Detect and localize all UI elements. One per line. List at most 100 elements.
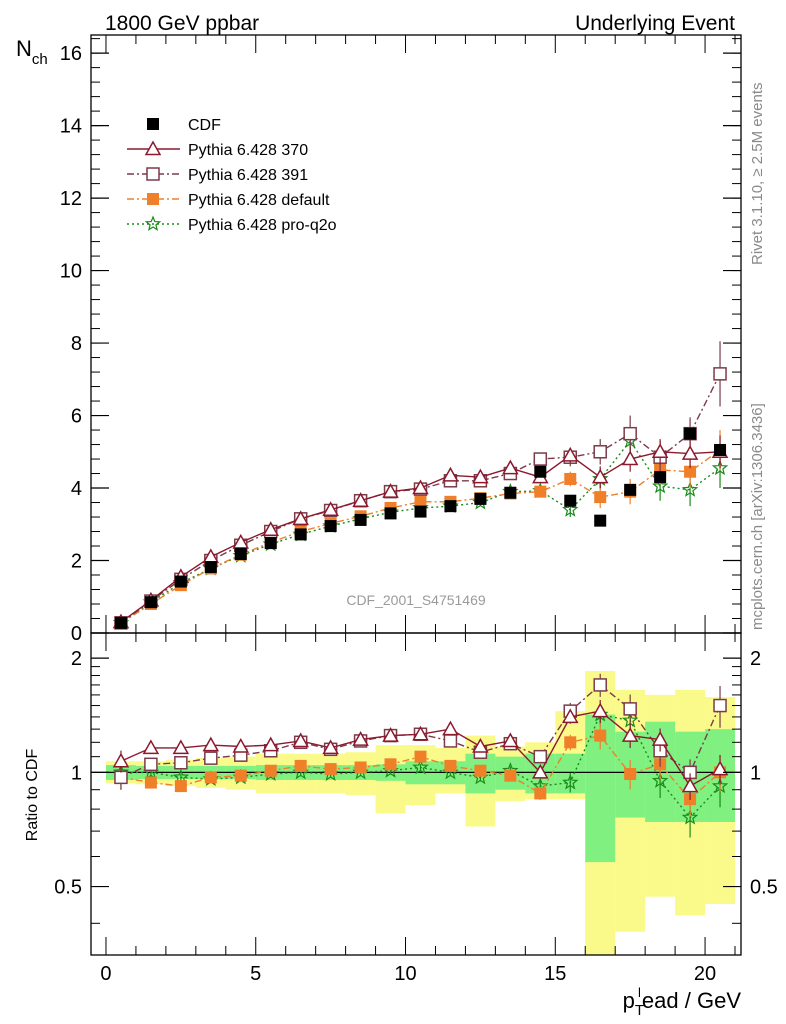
data-point — [442, 466, 459, 482]
ratio-data-point — [651, 731, 669, 746]
y-tick-label: 4 — [71, 478, 82, 500]
legend-marker — [146, 167, 160, 181]
data-point — [562, 501, 579, 517]
ratio-data-point — [623, 702, 637, 716]
data-point — [262, 521, 280, 536]
data-point — [384, 507, 397, 520]
y-tick-label: 0 — [71, 623, 82, 645]
ratio-data-point — [264, 764, 277, 777]
y-tick-label: 16 — [60, 43, 82, 65]
legend-entry-pythia-6-428-pro-q2o: Pythia 6.428 pro-q2o — [127, 215, 337, 234]
legend: CDF Pythia 6.428 370 Pythia 6.428 391 Pythi… — [127, 117, 337, 234]
data-point — [714, 443, 727, 456]
ratio-data-point — [713, 698, 727, 713]
main-panel: CDF_2001_S4751469 Nch 0 2 4 6 8 10 12 14 16 CDF P… — [16, 34, 742, 645]
data-point — [594, 491, 607, 504]
data-point — [593, 445, 607, 459]
x-axis-label-sup: l — [638, 985, 641, 1000]
data-point — [504, 486, 517, 499]
ratio-data-point — [681, 777, 699, 793]
data-point — [534, 485, 547, 498]
y-tick-label: 8 — [71, 333, 82, 355]
x-tick-label: 15 — [544, 963, 566, 985]
rivet-label: Rivet 3.1.10, ≥ 2.5M events — [749, 83, 766, 266]
ratio-data-point — [444, 759, 457, 772]
data-point — [292, 510, 309, 526]
legend-entry-cdf: CDF — [147, 117, 221, 134]
data-point — [472, 468, 489, 484]
ratio-data-point — [502, 732, 519, 748]
series-cdf — [114, 427, 727, 629]
data-point — [624, 483, 637, 496]
process-title: Underlying Event — [575, 12, 735, 35]
data-point — [174, 575, 187, 588]
y-tick-label: 10 — [60, 261, 82, 283]
ratio-data-point — [624, 768, 637, 781]
x-tick-label: 10 — [394, 963, 416, 985]
x-axis-label-sub: T — [635, 1002, 644, 1019]
main-series — [112, 341, 729, 630]
ratio-data-point — [174, 756, 188, 770]
ratio-series-pythia-6-428-370 — [112, 700, 729, 800]
ratio-data-point — [204, 771, 217, 784]
data-point — [533, 452, 548, 466]
ratio-data-point — [352, 731, 369, 746]
main-ticks: 0 2 4 6 8 10 12 14 16 — [60, 35, 741, 645]
data-point — [352, 492, 369, 507]
ratio-data-point — [593, 678, 607, 692]
legend-label: CDF — [188, 117, 221, 134]
main-y-axis-label-sub: ch — [32, 51, 48, 68]
ratio-y-tick-label: 2 — [71, 648, 82, 670]
ratio-ticks: 0.5 0.51 12 20 5 10 15 20 — [54, 633, 778, 985]
ratio-data-point — [414, 750, 427, 763]
data-point — [564, 494, 577, 507]
ratio-data-point — [142, 739, 160, 755]
y-tick-label: 6 — [71, 406, 82, 428]
data-point — [713, 367, 727, 381]
data-point — [651, 477, 669, 494]
ratio-data-point — [504, 769, 517, 782]
ratio-data-point — [202, 736, 220, 752]
ratio-data-point — [681, 808, 699, 825]
data-point — [711, 459, 729, 476]
data-point — [412, 479, 429, 495]
ratio-data-point — [532, 763, 549, 779]
data-point — [414, 505, 427, 518]
ratio-data-point — [324, 763, 337, 776]
data-point — [444, 500, 457, 513]
ratio-data-point — [443, 734, 458, 748]
data-point — [114, 616, 127, 629]
data-point — [234, 547, 247, 560]
data-point — [354, 513, 367, 526]
data-point — [324, 520, 337, 533]
ratio-data-point — [292, 732, 309, 748]
legend-label: Pythia 6.428 370 — [188, 142, 308, 159]
data-point — [204, 561, 217, 574]
ratio-data-point — [621, 727, 639, 742]
y-tick-label: 2 — [71, 551, 82, 573]
ratio-data-point — [534, 787, 547, 800]
legend-marker — [144, 140, 162, 156]
x-tick-label: 20 — [694, 963, 716, 985]
ratio-data-point — [412, 758, 429, 775]
data-point — [681, 481, 699, 497]
main-y-axis-label-main: N — [16, 36, 32, 61]
data-point — [264, 537, 277, 550]
ratio-data-point — [112, 752, 130, 768]
y-tick-label: 14 — [60, 116, 82, 138]
ratio-data-point — [172, 739, 190, 755]
data-point — [534, 465, 547, 478]
ratio-data-point — [533, 749, 548, 764]
data-point — [561, 446, 579, 462]
energy-title: 1800 GeV ppbar — [105, 12, 259, 35]
ratio-y-tick-label-right: 0.5 — [750, 877, 778, 899]
ratio-data-point — [262, 736, 280, 752]
legend-label: Pythia 6.428 default — [188, 192, 330, 209]
data-point — [591, 468, 609, 484]
ratio-data-point — [322, 739, 339, 755]
x-tick-label: 5 — [250, 963, 261, 985]
legend-entry-pythia-6-428-370: Pythia 6.428 370 — [127, 140, 308, 159]
legend-label: Pythia 6.428 391 — [188, 167, 308, 184]
ratio-series-line — [121, 713, 721, 819]
ratio-y-axis-label: Ratio to CDF — [24, 749, 41, 842]
